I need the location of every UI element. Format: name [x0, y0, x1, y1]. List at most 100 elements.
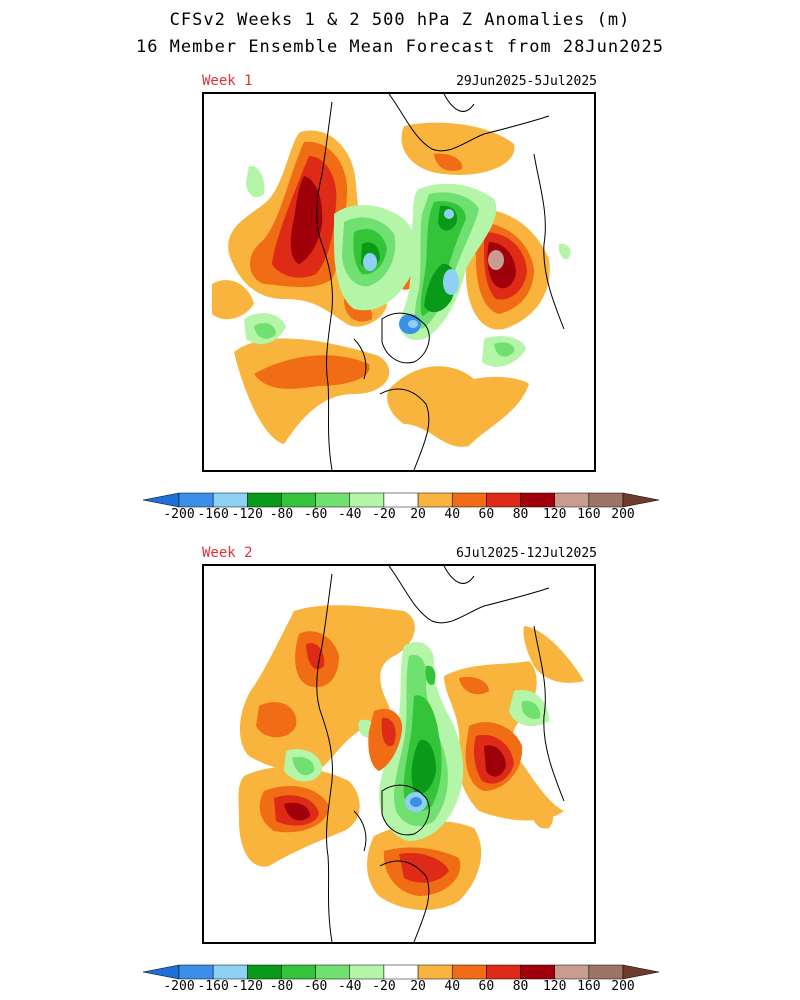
anomaly-region — [254, 355, 370, 389]
colorbar-swatch — [178, 964, 214, 980]
colorbar-swatch — [554, 492, 590, 508]
panel1-dates: 29Jun2025-5Jul2025 — [456, 74, 597, 89]
anomaly-region — [523, 626, 584, 683]
colorbar-swatch — [315, 964, 351, 980]
colorbar-swatch — [486, 964, 521, 980]
anomaly-region — [410, 797, 422, 807]
anomaly-region — [290, 176, 323, 264]
colorbar-swatch — [143, 964, 180, 980]
anomaly-region — [387, 366, 529, 447]
colorbar-tick-label: 40 — [444, 507, 461, 522]
anomaly-region — [425, 665, 436, 685]
colorbar-week2: -200 -160 -120 -80 -60 -40 -20 20 40 60 80 120 160 20… — [143, 962, 659, 998]
colorbar-swatch — [281, 492, 316, 508]
colorbar-swatch — [212, 964, 248, 980]
anomaly-region — [254, 323, 276, 339]
colorbar-swatch — [281, 964, 316, 980]
anomaly-region — [292, 756, 315, 776]
colorbar-tick-label: -20 — [372, 979, 396, 994]
colorbar-swatch — [178, 492, 214, 508]
anomaly-region — [459, 676, 489, 695]
colorbar-tick-label: -120 — [231, 507, 263, 522]
colorbar-tick-label: -60 — [303, 979, 328, 994]
colorbar-tick-label: 80 — [512, 507, 529, 522]
figure-subtitle: 16 Member Ensemble Mean Forecast from 28… — [135, 37, 665, 57]
anomaly-region — [558, 243, 571, 260]
colorbar-swatches — [143, 964, 659, 980]
colorbar-tick-label: 20 — [410, 507, 426, 522]
anomaly-region — [246, 165, 265, 198]
colorbar-swatch — [383, 492, 419, 508]
colorbar-swatch — [622, 964, 659, 980]
anomaly-region — [234, 338, 390, 444]
colorbar-swatch — [383, 964, 419, 980]
colorbar-swatches — [143, 492, 659, 508]
anomaly-region — [212, 280, 254, 320]
anomaly-region — [443, 269, 459, 295]
colorbar-swatch — [417, 964, 453, 980]
colorbar-swatch — [588, 492, 624, 508]
colorbar-tick-label: -160 — [197, 979, 229, 994]
colorbar-tick-label: 40 — [444, 979, 461, 994]
anomaly-region — [494, 342, 515, 357]
colorbar-swatch — [520, 492, 555, 508]
colorbar-tick-label: -40 — [338, 507, 362, 522]
panel2-map — [202, 564, 596, 944]
colorbar-swatch — [143, 492, 180, 508]
coastline — [316, 566, 565, 942]
colorbar-swatch — [349, 492, 385, 508]
colorbar-tick-label: 200 — [611, 507, 635, 522]
colorbar-tick-label: 120 — [542, 979, 567, 994]
colorbar-swatch — [554, 964, 590, 980]
colorbar-tick-label: 60 — [478, 979, 495, 994]
colorbar-tick-label: 200 — [611, 979, 635, 994]
colorbar-swatch — [588, 964, 624, 980]
colorbar-swatch — [349, 964, 385, 980]
anomaly-region — [306, 643, 325, 670]
anomaly-region — [444, 209, 454, 219]
panel1-anomaly-field — [212, 94, 571, 470]
colorbar-tick-label: 120 — [542, 507, 567, 522]
colorbar-swatch — [315, 492, 351, 508]
panel2-label: Week 2 — [202, 545, 253, 561]
colorbar-swatch — [451, 492, 487, 508]
colorbar-tick-label: 160 — [577, 507, 601, 522]
anomaly-region — [488, 250, 504, 270]
anomaly-region — [284, 802, 310, 821]
anomaly-region — [363, 253, 377, 271]
colorbar-tick-label: -200 — [163, 507, 195, 522]
colorbar-tick-label: -60 — [303, 507, 328, 522]
colorbar-tick-label: -40 — [338, 979, 362, 994]
colorbar-swatch — [247, 492, 282, 508]
colorbar-swatch — [451, 964, 487, 980]
anomaly-region — [408, 320, 418, 328]
anomaly-region — [484, 745, 506, 777]
anomaly-region — [532, 805, 554, 829]
colorbar-tick-label: 60 — [478, 507, 495, 522]
colorbar-tick-label: -120 — [231, 979, 263, 994]
colorbar-tick-label: 80 — [512, 979, 529, 994]
figure-title: CFSv2 Weeks 1 & 2 500 hPa Z Anomalies (m… — [169, 10, 631, 30]
colorbar-swatch — [417, 492, 453, 508]
panel2-dates: 6Jul2025-12Jul2025 — [456, 546, 597, 561]
colorbar-swatch — [520, 964, 555, 980]
panel2-anomaly-field — [238, 566, 584, 942]
panel1-label: Week 1 — [202, 73, 253, 89]
colorbar-week1: -200 -160 -120 -80 -60 -40 -20 20 40 60 80 120 160 20… — [143, 490, 659, 526]
anomaly-region — [411, 740, 436, 794]
anomaly-region — [399, 852, 449, 883]
colorbar-tick-label: -20 — [372, 507, 396, 522]
anomaly-region — [256, 702, 297, 738]
colorbar-tick-label: 20 — [410, 979, 426, 994]
colorbar-tick-label: 160 — [577, 979, 601, 994]
anomaly-region — [521, 700, 541, 719]
colorbar-tick-label: -200 — [163, 979, 195, 994]
coastline — [316, 94, 565, 470]
anomaly-region — [381, 717, 396, 747]
colorbar-swatch — [247, 964, 282, 980]
colorbar-tick-label: -80 — [269, 979, 294, 994]
panel1-map — [202, 92, 596, 472]
colorbar-swatch — [486, 492, 521, 508]
anomaly-region — [401, 122, 515, 175]
colorbar-swatch — [622, 492, 659, 508]
